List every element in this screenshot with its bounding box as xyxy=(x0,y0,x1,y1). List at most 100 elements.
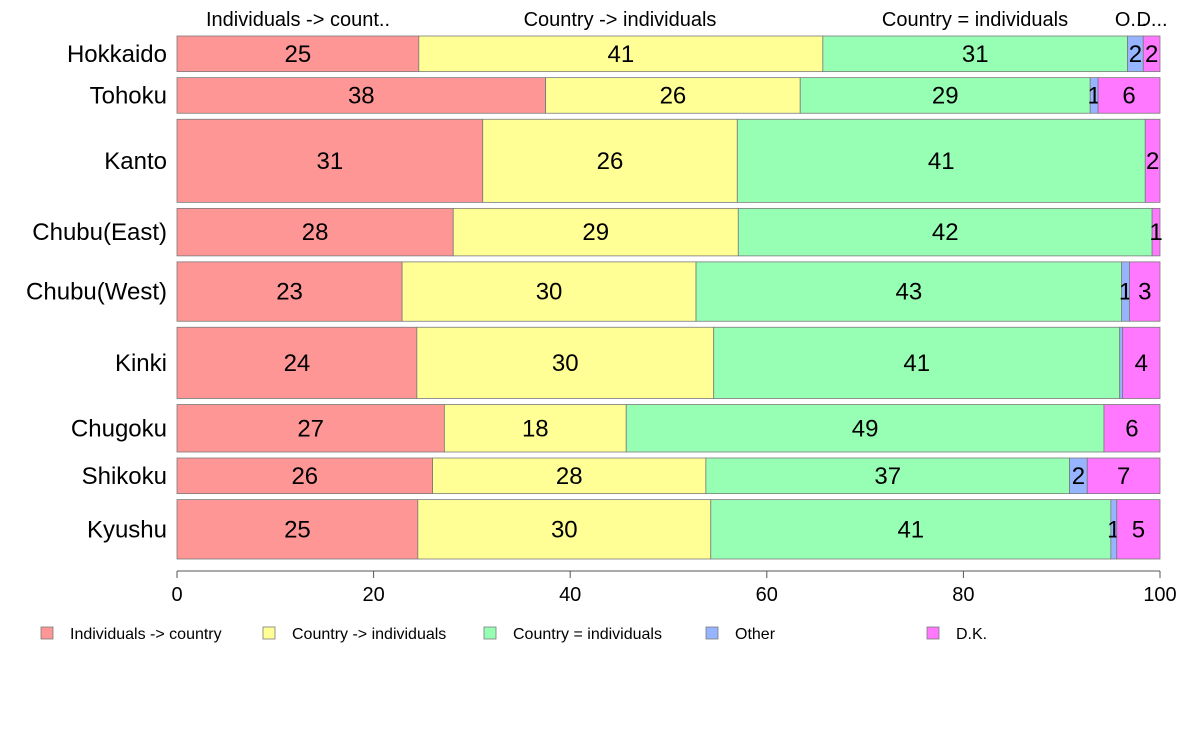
data-label: 25 xyxy=(284,516,311,543)
x-tick-label: 60 xyxy=(756,584,778,606)
bar-segment xyxy=(1097,77,1161,114)
data-label: 29 xyxy=(932,82,959,109)
data-label: 26 xyxy=(660,82,687,109)
category-label: Tohoku xyxy=(90,82,167,109)
bar-segment xyxy=(417,499,712,560)
legend-swatch xyxy=(705,626,719,640)
bar-segment xyxy=(737,207,1153,257)
data-label: 2 xyxy=(1129,41,1142,68)
bar-segment xyxy=(1086,457,1161,495)
bar-segment xyxy=(1119,326,1124,399)
category-label: Chubu(East) xyxy=(32,219,167,246)
bar-segment xyxy=(799,77,1091,114)
bar-segment xyxy=(1103,404,1161,453)
data-label: 41 xyxy=(897,516,924,543)
legend: Individuals -> country Country -> individ… xyxy=(40,626,987,643)
legend-swatch xyxy=(926,626,940,640)
bar-segment xyxy=(176,457,433,495)
data-label: 4 xyxy=(1135,350,1148,377)
data-label: 41 xyxy=(903,350,930,377)
x-tick-label: 80 xyxy=(952,584,974,606)
x-tick-label: 20 xyxy=(362,584,384,606)
data-label: 2 xyxy=(1146,148,1159,175)
data-label: 41 xyxy=(928,148,955,175)
data-label: 18 xyxy=(522,415,549,442)
category-labels: Hokkaido Tohoku Kanto Chubu(East) Chubu(West… xyxy=(26,41,167,544)
bar-segment xyxy=(176,326,418,399)
category-label: Kinki xyxy=(115,350,167,377)
legend-label: Country = individuals xyxy=(513,626,662,643)
bar-segment xyxy=(705,457,1070,495)
bar-segment xyxy=(713,326,1121,399)
category-label: Kanto xyxy=(104,148,167,175)
bar-segment xyxy=(401,261,697,322)
data-label: 30 xyxy=(552,350,579,377)
bar-segment xyxy=(625,404,1105,453)
top-labels: Individuals -> count.. Country -> individ… xyxy=(206,9,1168,31)
category-label: Chugoku xyxy=(71,415,167,442)
data-label: 2 xyxy=(1072,463,1085,490)
bar-segment xyxy=(432,457,707,495)
data-label: 24 xyxy=(284,350,311,377)
data-label: 1 xyxy=(1149,219,1162,246)
data-label: 41 xyxy=(607,41,634,68)
data-label: 30 xyxy=(551,516,578,543)
bar-segment xyxy=(452,207,739,257)
bar-segment xyxy=(176,404,445,453)
bar-segment xyxy=(482,118,738,203)
data-label: 5 xyxy=(1132,516,1145,543)
top-series-label: Individuals -> count.. xyxy=(206,9,390,31)
data-label: 37 xyxy=(874,463,901,490)
data-label: 28 xyxy=(302,219,329,246)
legend-label: D.K. xyxy=(956,626,987,643)
data-label: 7 xyxy=(1117,463,1130,490)
x-tick-label: 0 xyxy=(171,584,182,606)
category-label: Kyushu xyxy=(87,516,167,543)
bar-segment xyxy=(1129,261,1161,322)
x-axis: 0 20 40 60 80 100 xyxy=(171,570,1177,606)
legend-label: Other xyxy=(735,626,776,643)
bar-segment xyxy=(736,118,1146,203)
data-label: 42 xyxy=(932,219,959,246)
top-series-label: D... xyxy=(1136,9,1167,31)
data-label: 43 xyxy=(895,279,922,306)
bars: 25 41 31 2 238 26 29 1 631 26 41 228 29 42 123 30 43 1 324… xyxy=(176,35,1163,560)
data-label: 1 xyxy=(1087,82,1100,109)
data-label: 26 xyxy=(597,148,624,175)
bar-segment xyxy=(1142,35,1161,73)
data-label: 25 xyxy=(285,41,312,68)
top-series-label: O... xyxy=(1115,9,1147,31)
legend-swatch xyxy=(262,626,276,640)
bar-segment xyxy=(176,207,454,257)
category-label: Hokkaido xyxy=(67,41,167,68)
bar-segment xyxy=(176,499,419,560)
category-label: Chubu(West) xyxy=(26,279,167,306)
bar-segment xyxy=(1122,326,1161,399)
data-label: 23 xyxy=(276,279,303,306)
bar-segment xyxy=(710,499,1112,560)
legend-label: Individuals -> country xyxy=(70,626,222,643)
category-label: Shikoku xyxy=(82,463,167,490)
legend-swatch xyxy=(483,626,497,640)
legend-swatch xyxy=(40,626,54,640)
data-label: 26 xyxy=(291,463,318,490)
bar-segment xyxy=(1151,207,1161,257)
data-label: 31 xyxy=(317,148,344,175)
data-label: 49 xyxy=(852,415,879,442)
bar-segment xyxy=(1116,499,1161,560)
bar-segment xyxy=(176,261,403,322)
bar-segment xyxy=(545,77,801,114)
data-label: 29 xyxy=(582,219,609,246)
top-series-label: Country -> individuals xyxy=(524,9,717,31)
bar-segment xyxy=(176,77,547,114)
x-tick-label: 100 xyxy=(1143,584,1176,606)
x-tick-label: 40 xyxy=(559,584,581,606)
data-label: 6 xyxy=(1125,415,1138,442)
data-label: 31 xyxy=(962,41,989,68)
data-label: 2 xyxy=(1145,41,1158,68)
data-label: 30 xyxy=(536,279,563,306)
data-label: 3 xyxy=(1138,279,1151,306)
bar-segment xyxy=(418,35,824,73)
data-label: 28 xyxy=(556,463,583,490)
